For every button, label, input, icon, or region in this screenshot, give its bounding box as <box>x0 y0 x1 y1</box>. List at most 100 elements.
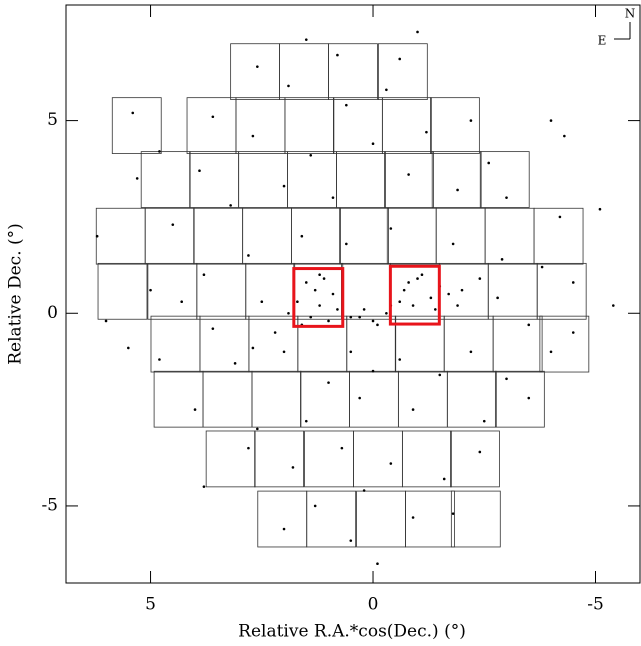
field-outline <box>328 43 378 100</box>
star-point <box>478 277 482 280</box>
highlight-field <box>292 267 345 328</box>
field-outline <box>450 430 500 488</box>
field-outline <box>284 97 335 154</box>
field-outline <box>238 151 288 208</box>
field-outline <box>446 370 497 428</box>
field-outline <box>346 315 397 373</box>
field-outline <box>539 315 590 373</box>
star-point <box>104 319 108 323</box>
star-point <box>309 315 313 319</box>
star-point <box>327 319 330 323</box>
field-outline <box>279 43 329 100</box>
star-point <box>549 119 553 122</box>
star-point <box>211 327 215 330</box>
field-outline <box>140 151 191 208</box>
field-outline <box>230 43 280 100</box>
field-outline <box>150 315 201 373</box>
field-outline <box>430 97 480 154</box>
compass-north: N <box>625 7 636 21</box>
star-point <box>158 358 161 361</box>
compass-east: E <box>598 34 607 48</box>
field-outline <box>205 430 256 488</box>
star-point <box>456 304 459 307</box>
star-point <box>549 350 553 354</box>
field-outline <box>186 97 237 154</box>
star-point <box>282 184 286 188</box>
star-point <box>500 258 504 261</box>
star-point <box>158 150 161 153</box>
star-point <box>434 308 437 311</box>
star-point <box>211 115 215 119</box>
star-point <box>256 65 259 68</box>
star-point <box>398 300 402 304</box>
field-outline <box>349 370 399 428</box>
star-point <box>304 419 308 423</box>
field-outline <box>193 207 244 265</box>
field-outline <box>389 262 440 320</box>
field-outline <box>381 97 432 154</box>
star-point <box>460 288 464 292</box>
star-point <box>482 419 486 423</box>
field-outline <box>293 262 344 320</box>
star-point <box>256 427 259 431</box>
star-point <box>233 362 237 365</box>
star-point <box>273 331 277 334</box>
star-point <box>135 177 139 180</box>
star-point <box>451 512 455 515</box>
star-point <box>287 84 290 88</box>
field-outline <box>487 262 538 320</box>
field-outline <box>257 490 308 548</box>
star-point <box>469 119 473 122</box>
star-point <box>402 288 406 292</box>
star-point <box>425 130 428 134</box>
star-point <box>612 304 615 307</box>
field-outline <box>336 151 386 208</box>
field-outline <box>384 151 434 208</box>
star-point <box>291 466 295 469</box>
field-outline <box>111 97 162 154</box>
star-point <box>376 323 379 327</box>
field-outline <box>254 430 305 488</box>
field-outline <box>401 430 452 488</box>
field-outline <box>443 315 494 373</box>
star-point <box>304 38 308 41</box>
field-outline <box>248 315 299 373</box>
star-point <box>407 281 410 284</box>
star-point <box>389 462 393 465</box>
star-point <box>282 527 286 531</box>
star-point <box>131 111 135 115</box>
field-outline <box>287 151 337 208</box>
field-outline <box>95 207 146 265</box>
star-point <box>282 350 286 354</box>
star-point <box>171 223 175 226</box>
star-point <box>411 516 415 519</box>
y-tick-label: 5 <box>47 110 58 130</box>
y-axis-label: Relative Dec. (°) <box>6 223 26 365</box>
star-point <box>95 234 99 238</box>
star-point <box>451 242 455 246</box>
star-point <box>149 288 152 292</box>
star-point <box>407 173 410 176</box>
star-point <box>505 196 508 199</box>
compass: N E <box>598 7 636 48</box>
star-point <box>456 188 459 192</box>
field-outline <box>199 315 250 373</box>
y-tick-label: 0 <box>47 303 58 323</box>
field-outline <box>196 262 247 320</box>
star-point <box>442 477 446 481</box>
star-point <box>345 242 348 246</box>
star-point <box>318 273 321 277</box>
star-point <box>411 408 415 411</box>
plot-frame <box>65 4 641 584</box>
star-point <box>389 227 393 230</box>
field-outline <box>306 490 357 548</box>
star-point <box>496 296 499 300</box>
star-point <box>362 308 366 311</box>
star-point <box>598 207 602 211</box>
star-point <box>478 450 482 454</box>
field-outline <box>235 97 286 154</box>
field-outline <box>405 490 455 548</box>
x-tick-label: -5 <box>587 595 604 615</box>
field-outline <box>304 430 354 488</box>
star-point <box>327 381 330 384</box>
